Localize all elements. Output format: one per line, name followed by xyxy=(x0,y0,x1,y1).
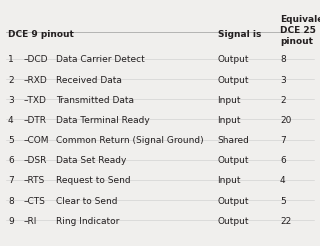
Text: Received Data: Received Data xyxy=(56,76,122,85)
Text: Output: Output xyxy=(218,76,249,85)
Text: –DTR: –DTR xyxy=(24,116,47,125)
Text: DCE 9 pinout: DCE 9 pinout xyxy=(8,30,74,39)
Text: 3: 3 xyxy=(8,96,14,105)
Text: 6: 6 xyxy=(280,156,286,165)
Text: 4: 4 xyxy=(8,116,14,125)
Text: Transmitted Data: Transmitted Data xyxy=(56,96,134,105)
Text: 7: 7 xyxy=(280,136,286,145)
Text: 9: 9 xyxy=(8,217,14,226)
Text: Shared: Shared xyxy=(218,136,250,145)
Text: 1: 1 xyxy=(8,55,14,64)
Text: –CTS: –CTS xyxy=(24,197,46,206)
Text: –RTS: –RTS xyxy=(24,176,45,185)
Text: Output: Output xyxy=(218,217,249,226)
Text: Input: Input xyxy=(218,116,241,125)
Text: Output: Output xyxy=(218,156,249,165)
Text: Ring Indicator: Ring Indicator xyxy=(56,217,119,226)
Text: Common Return (Signal Ground): Common Return (Signal Ground) xyxy=(56,136,204,145)
Text: Data Set Ready: Data Set Ready xyxy=(56,156,126,165)
Text: –COM: –COM xyxy=(24,136,50,145)
Text: 7: 7 xyxy=(8,176,14,185)
Text: Input: Input xyxy=(218,176,241,185)
Text: Clear to Send: Clear to Send xyxy=(56,197,117,206)
Text: 5: 5 xyxy=(280,197,286,206)
Text: Equivalent
DCE 25
pinout: Equivalent DCE 25 pinout xyxy=(280,15,320,46)
Text: –DSR: –DSR xyxy=(24,156,47,165)
Text: 20: 20 xyxy=(280,116,292,125)
Text: Request to Send: Request to Send xyxy=(56,176,131,185)
Text: 8: 8 xyxy=(8,197,14,206)
Text: 8: 8 xyxy=(280,55,286,64)
Text: 4: 4 xyxy=(280,176,286,185)
Text: 2: 2 xyxy=(8,76,14,85)
Text: –RXD: –RXD xyxy=(24,76,48,85)
Text: –RI: –RI xyxy=(24,217,37,226)
Text: Signal is: Signal is xyxy=(218,30,261,39)
Text: Output: Output xyxy=(218,197,249,206)
Text: 3: 3 xyxy=(280,76,286,85)
Text: –TXD: –TXD xyxy=(24,96,47,105)
Text: 22: 22 xyxy=(280,217,291,226)
Text: Data Carrier Detect: Data Carrier Detect xyxy=(56,55,145,64)
Text: 5: 5 xyxy=(8,136,14,145)
Text: 2: 2 xyxy=(280,96,286,105)
Text: –DCD: –DCD xyxy=(24,55,49,64)
Text: 6: 6 xyxy=(8,156,14,165)
Text: Output: Output xyxy=(218,55,249,64)
Text: Input: Input xyxy=(218,96,241,105)
Text: Data Terminal Ready: Data Terminal Ready xyxy=(56,116,150,125)
